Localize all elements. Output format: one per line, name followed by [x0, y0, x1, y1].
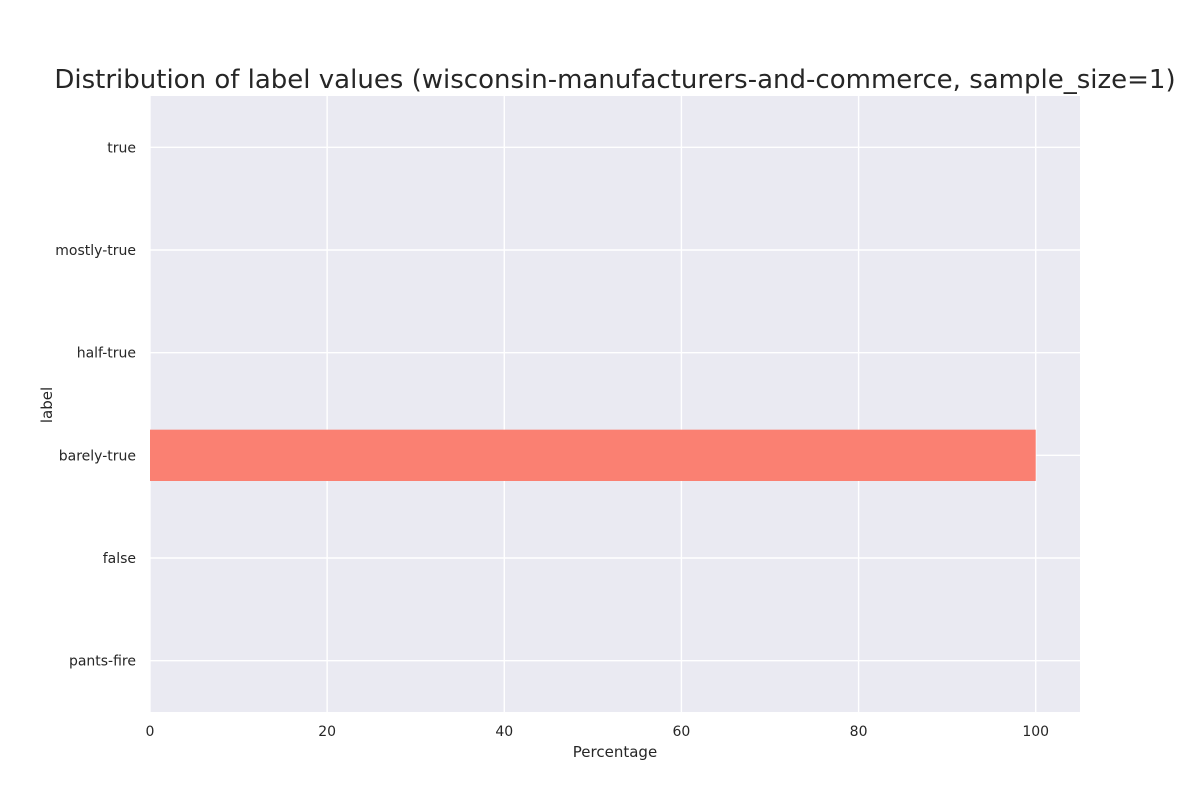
x-tick-labels: 0 20 40 60 80 100 — [146, 724, 1050, 740]
plot-area — [150, 96, 1080, 712]
x-tick-label: 40 — [495, 724, 513, 740]
x-tick-label: 100 — [1022, 724, 1049, 740]
y-tick-label: mostly-true — [55, 243, 136, 259]
x-tick-label: 20 — [318, 724, 336, 740]
bar-barely-true — [150, 429, 1036, 481]
x-tick-label: 0 — [146, 724, 155, 740]
y-tick-label: half-true — [77, 346, 136, 362]
y-tick-label: false — [103, 551, 136, 567]
x-axis-label: Percentage — [573, 743, 657, 761]
chart-title: Distribution of label values (wisconsin-… — [54, 65, 1175, 95]
y-tick-label: barely-true — [59, 448, 136, 464]
y-tick-labels: true mostly-true half-true barely-true false… — [55, 140, 136, 669]
x-tick-label: 60 — [673, 724, 691, 740]
y-tick-label: pants-fire — [69, 654, 136, 670]
x-tick-label: 80 — [850, 724, 868, 740]
bars — [150, 429, 1036, 481]
y-axis-label: label — [38, 387, 56, 423]
y-tick-label: true — [107, 140, 136, 156]
